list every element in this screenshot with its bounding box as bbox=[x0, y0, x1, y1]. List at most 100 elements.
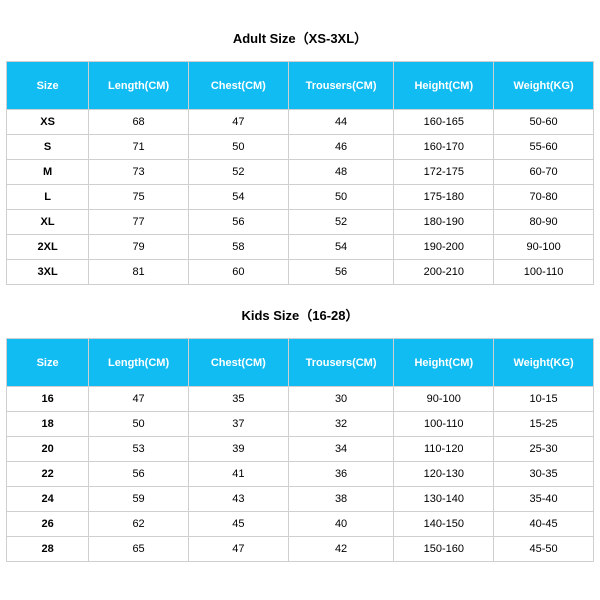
kids-row: 26624540140-15040-45 bbox=[7, 512, 594, 537]
kids-cell: 56 bbox=[89, 462, 189, 487]
adult-cell: 73 bbox=[89, 160, 189, 185]
kids-cell: 25-30 bbox=[494, 437, 594, 462]
kids-cell: 45 bbox=[188, 512, 288, 537]
adult-cell: 81 bbox=[89, 260, 189, 285]
adult-cell: L bbox=[7, 185, 89, 210]
kids-cell: 40-45 bbox=[494, 512, 594, 537]
adult-cell: M bbox=[7, 160, 89, 185]
adult-cell: XL bbox=[7, 210, 89, 235]
kids-cell: 62 bbox=[89, 512, 189, 537]
kids-cell: 140-150 bbox=[394, 512, 494, 537]
kids-cell: 35-40 bbox=[494, 487, 594, 512]
adult-title: Adult Size（XS-3XL） bbox=[6, 18, 594, 61]
kids-row: 1647353090-10010-15 bbox=[7, 387, 594, 412]
adult-row: L755450175-18070-80 bbox=[7, 185, 594, 210]
adult-cell: 55-60 bbox=[494, 135, 594, 160]
adult-row: M735248172-17560-70 bbox=[7, 160, 594, 185]
kids-cell: 28 bbox=[7, 537, 89, 562]
kids-title: Kids Size（16-28） bbox=[6, 295, 594, 338]
kids-cell: 50 bbox=[89, 412, 189, 437]
adult-cell: 56 bbox=[188, 210, 288, 235]
adult-table: Size Length(CM) Chest(CM) Trousers(CM) H… bbox=[6, 61, 594, 285]
kids-header-cell: Length(CM) bbox=[89, 339, 189, 387]
adult-row: XS684744160-16550-60 bbox=[7, 110, 594, 135]
kids-header-cell: Size bbox=[7, 339, 89, 387]
size-charts: Adult Size（XS-3XL） Size Length(CM) Chest… bbox=[0, 0, 600, 572]
adult-cell: 58 bbox=[188, 235, 288, 260]
adult-cell: 3XL bbox=[7, 260, 89, 285]
adult-cell: S bbox=[7, 135, 89, 160]
adult-cell: 46 bbox=[288, 135, 394, 160]
kids-cell: 20 bbox=[7, 437, 89, 462]
kids-cell: 24 bbox=[7, 487, 89, 512]
adult-cell: 52 bbox=[288, 210, 394, 235]
kids-cell: 65 bbox=[89, 537, 189, 562]
adult-row: 3XL816056200-210100-110 bbox=[7, 260, 594, 285]
kids-cell: 90-100 bbox=[394, 387, 494, 412]
kids-cell: 41 bbox=[188, 462, 288, 487]
kids-header-cell: Height(CM) bbox=[394, 339, 494, 387]
kids-cell: 16 bbox=[7, 387, 89, 412]
kids-cell: 30 bbox=[288, 387, 394, 412]
kids-row: 22564136120-13030-35 bbox=[7, 462, 594, 487]
kids-cell: 45-50 bbox=[494, 537, 594, 562]
adult-cell: 75 bbox=[89, 185, 189, 210]
kids-cell: 110-120 bbox=[394, 437, 494, 462]
adult-header-cell: Size bbox=[7, 62, 89, 110]
kids-cell: 37 bbox=[188, 412, 288, 437]
adult-row: 2XL795854190-20090-100 bbox=[7, 235, 594, 260]
adult-cell: 190-200 bbox=[394, 235, 494, 260]
adult-cell: 60 bbox=[188, 260, 288, 285]
adult-cell: 52 bbox=[188, 160, 288, 185]
kids-cell: 100-110 bbox=[394, 412, 494, 437]
kids-cell: 34 bbox=[288, 437, 394, 462]
kids-cell: 18 bbox=[7, 412, 89, 437]
kids-table: Size Length(CM) Chest(CM) Trousers(CM) H… bbox=[6, 338, 594, 562]
adult-cell: 54 bbox=[188, 185, 288, 210]
kids-row: 18503732100-11015-25 bbox=[7, 412, 594, 437]
adult-cell: 44 bbox=[288, 110, 394, 135]
kids-header-cell: Trousers(CM) bbox=[288, 339, 394, 387]
adult-row: XL775652180-19080-90 bbox=[7, 210, 594, 235]
adult-cell: 47 bbox=[188, 110, 288, 135]
kids-cell: 22 bbox=[7, 462, 89, 487]
adult-header-cell: Height(CM) bbox=[394, 62, 494, 110]
adult-cell: 50 bbox=[288, 185, 394, 210]
adult-cell: 90-100 bbox=[494, 235, 594, 260]
kids-cell: 15-25 bbox=[494, 412, 594, 437]
adult-cell: 71 bbox=[89, 135, 189, 160]
adult-header-cell: Length(CM) bbox=[89, 62, 189, 110]
adult-cell: 54 bbox=[288, 235, 394, 260]
kids-row: 28654742150-16045-50 bbox=[7, 537, 594, 562]
kids-header-row: Size Length(CM) Chest(CM) Trousers(CM) H… bbox=[7, 339, 594, 387]
spacer bbox=[6, 285, 594, 295]
adult-cell: 56 bbox=[288, 260, 394, 285]
adult-cell: 160-170 bbox=[394, 135, 494, 160]
adult-cell: 50-60 bbox=[494, 110, 594, 135]
kids-header-cell: Chest(CM) bbox=[188, 339, 288, 387]
kids-header-cell: Weight(KG) bbox=[494, 339, 594, 387]
adult-header-cell: Weight(KG) bbox=[494, 62, 594, 110]
adult-cell: 2XL bbox=[7, 235, 89, 260]
kids-cell: 35 bbox=[188, 387, 288, 412]
adult-cell: 48 bbox=[288, 160, 394, 185]
adult-cell: 200-210 bbox=[394, 260, 494, 285]
kids-cell: 32 bbox=[288, 412, 394, 437]
kids-cell: 36 bbox=[288, 462, 394, 487]
kids-cell: 130-140 bbox=[394, 487, 494, 512]
kids-cell: 40 bbox=[288, 512, 394, 537]
kids-row: 24594338130-14035-40 bbox=[7, 487, 594, 512]
adult-cell: 77 bbox=[89, 210, 189, 235]
kids-cell: 42 bbox=[288, 537, 394, 562]
adult-tbody: XS684744160-16550-60S715046160-17055-60M… bbox=[7, 110, 594, 285]
adult-header-row: Size Length(CM) Chest(CM) Trousers(CM) H… bbox=[7, 62, 594, 110]
kids-cell: 59 bbox=[89, 487, 189, 512]
adult-cell: 160-165 bbox=[394, 110, 494, 135]
adult-row: S715046160-17055-60 bbox=[7, 135, 594, 160]
adult-header-cell: Chest(CM) bbox=[188, 62, 288, 110]
adult-cell: XS bbox=[7, 110, 89, 135]
adult-cell: 68 bbox=[89, 110, 189, 135]
adult-cell: 60-70 bbox=[494, 160, 594, 185]
adult-cell: 70-80 bbox=[494, 185, 594, 210]
kids-cell: 47 bbox=[89, 387, 189, 412]
